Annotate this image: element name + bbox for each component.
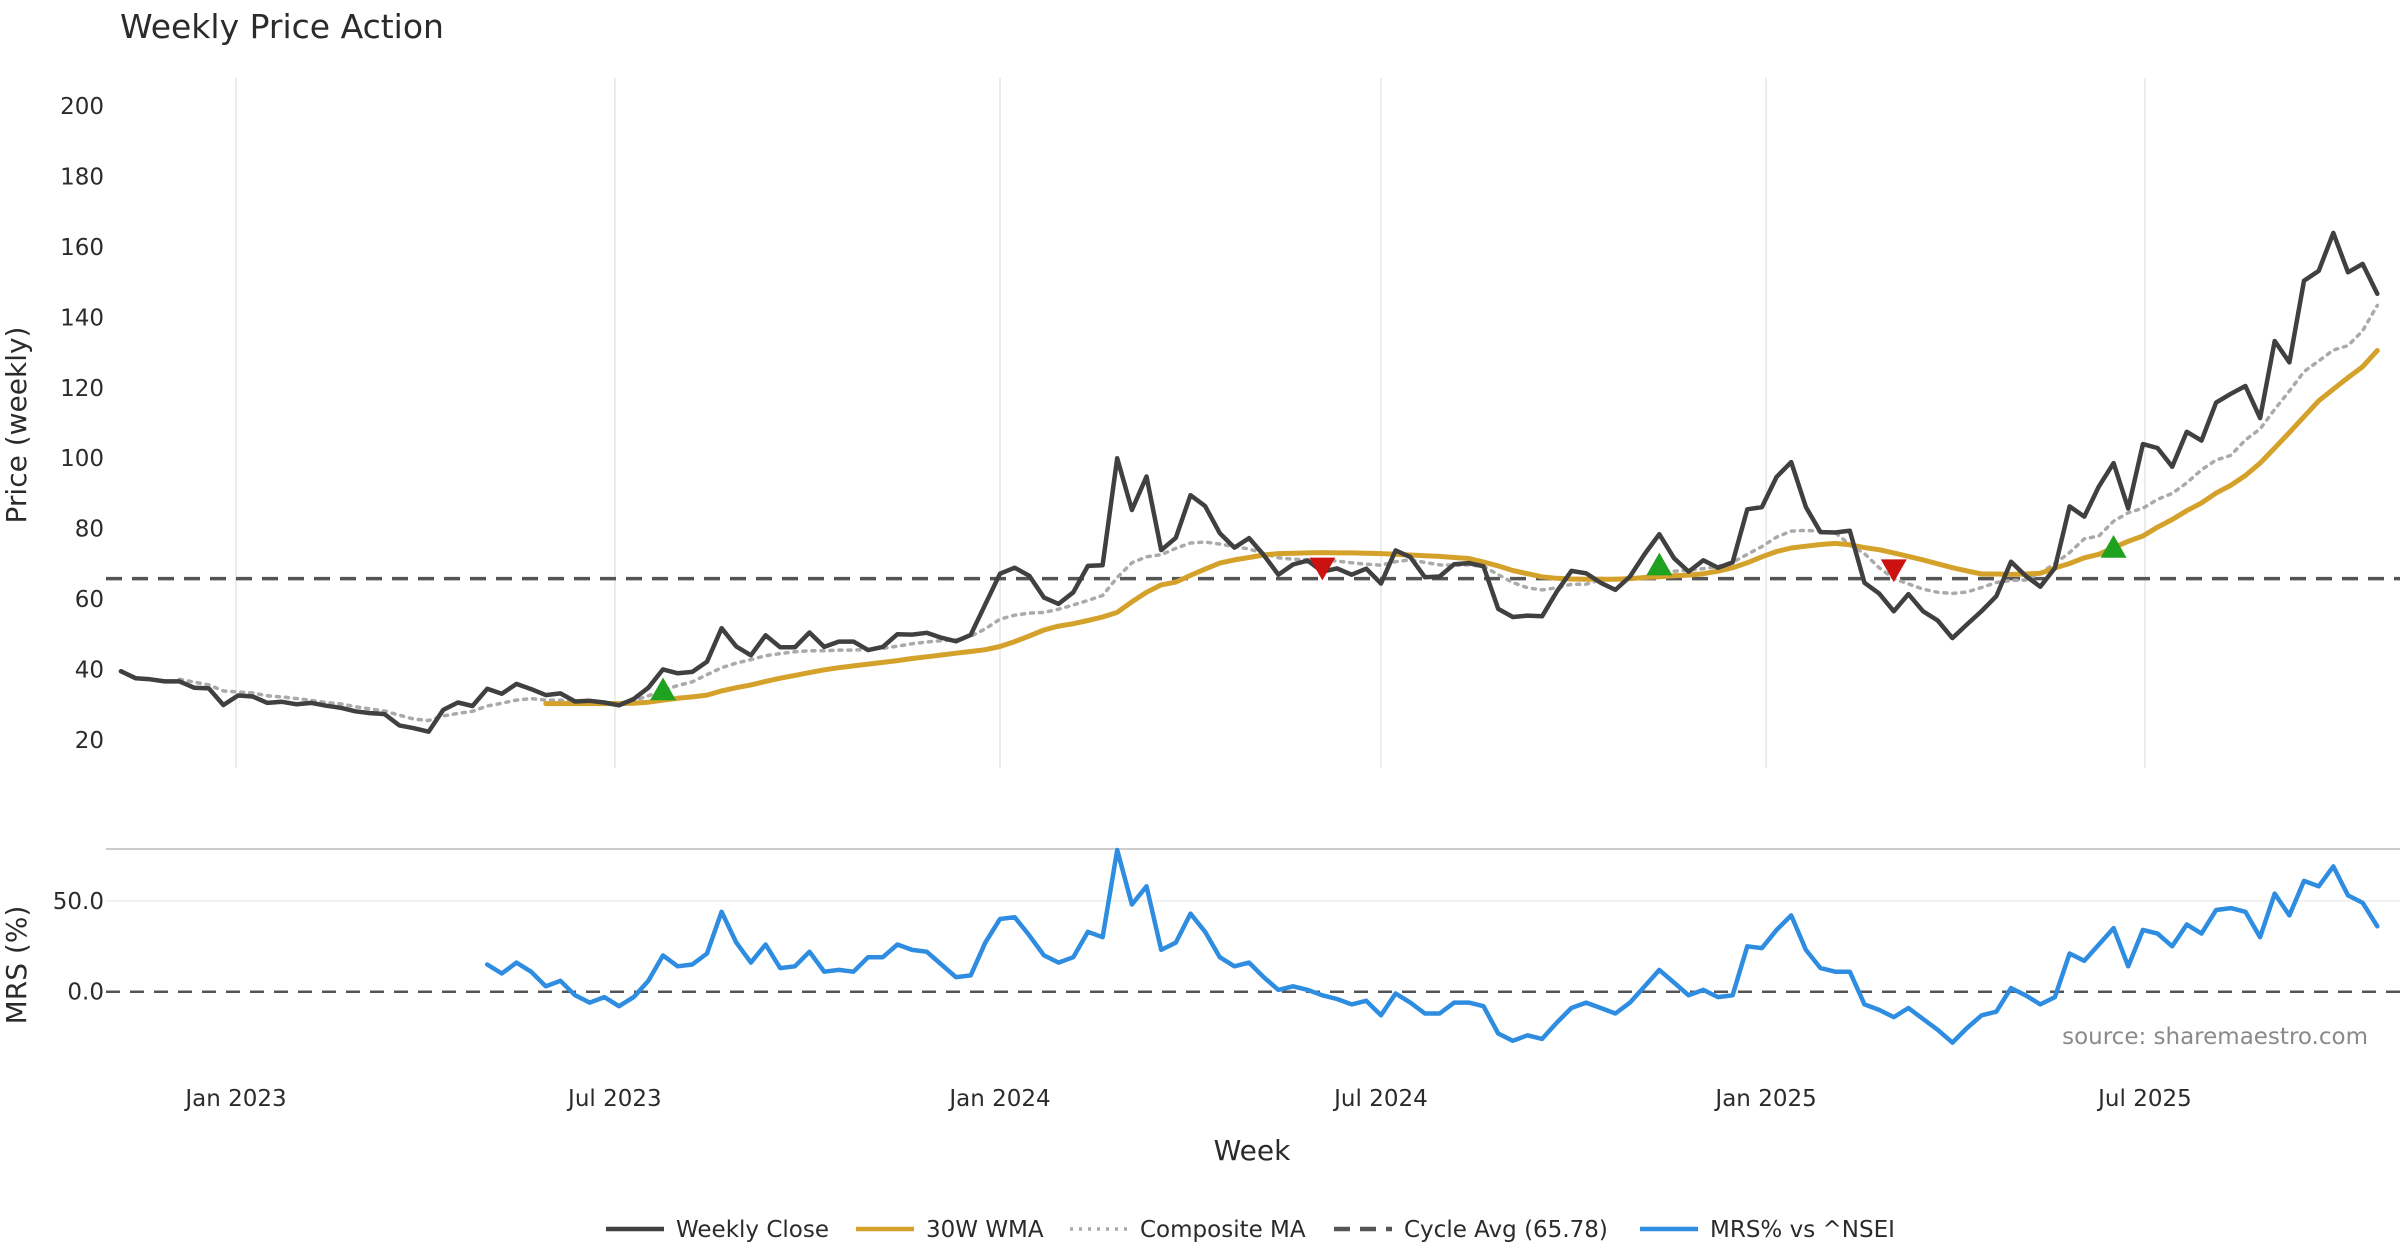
legend-label: 30W WMA: [926, 1217, 1044, 1243]
source-note: source: sharemaestro.com: [2062, 1024, 2368, 1050]
buy-signal-marker: [1646, 552, 1673, 576]
axis-ticks: 20 40 60 80 100 120 140 160 180 200 Jan 2023 Jul 20…: [53, 94, 2192, 1112]
sell-signal-marker: [1880, 559, 1907, 583]
price-y-tick-label: 80: [75, 517, 104, 543]
price-grid: [106, 78, 2400, 850]
x-tick-label: Jan 2025: [1713, 1086, 1816, 1112]
price-series: [106, 230, 2400, 734]
price-y-tick-label: 120: [60, 376, 104, 402]
legend-label: Composite MA: [1140, 1217, 1306, 1243]
x-tick-label: Jan 2023: [183, 1086, 286, 1112]
mrs-y-tick-label: 50.0: [53, 889, 104, 915]
x-tick-label: Jul 2023: [566, 1086, 662, 1112]
price-y-tick-label: 60: [75, 587, 104, 613]
price-y-tick-label: 160: [60, 235, 104, 261]
buy-signal-marker: [2100, 534, 2127, 558]
signal-markers: [650, 534, 2127, 701]
price-y-tick-label: 100: [60, 446, 104, 472]
price-y-tick-label: 180: [60, 165, 104, 191]
weekly-close-line: [118, 230, 2380, 734]
mrs-panel: [106, 847, 2400, 1045]
mrs-y-axis-label: MRS (%): [0, 906, 33, 1025]
x-axis-label: Week: [1214, 1134, 1291, 1167]
legend-label: Cycle Avg (65.78): [1404, 1217, 1608, 1243]
legend-label: MRS% vs ^NSEI: [1710, 1217, 1895, 1243]
price-y-tick-label: 140: [60, 305, 104, 331]
buy-signal-marker: [650, 677, 677, 701]
price-y-tick-label: 20: [75, 728, 104, 754]
mrs-line: [484, 847, 2380, 1045]
mrs-y-tick-label: 0.0: [67, 980, 104, 1006]
legend-label: Weekly Close: [676, 1217, 829, 1243]
sell-signal-marker: [1309, 557, 1336, 581]
chart-title: Weekly Price Action: [120, 7, 444, 46]
x-tick-label: Jan 2024: [947, 1086, 1050, 1112]
price-y-axis-label: Price (weekly): [0, 327, 33, 524]
x-tick-label: Jul 2025: [2096, 1086, 2192, 1112]
x-tick-label: Jul 2024: [1332, 1086, 1428, 1112]
legend: Weekly Close 30W WMA Composite MA Cycle Avg…: [606, 1217, 1895, 1243]
composite-ma-line: [177, 303, 2380, 723]
price-y-tick-label: 40: [75, 657, 104, 683]
price-y-tick-label: 200: [60, 94, 104, 120]
wma-line: [543, 348, 2380, 707]
